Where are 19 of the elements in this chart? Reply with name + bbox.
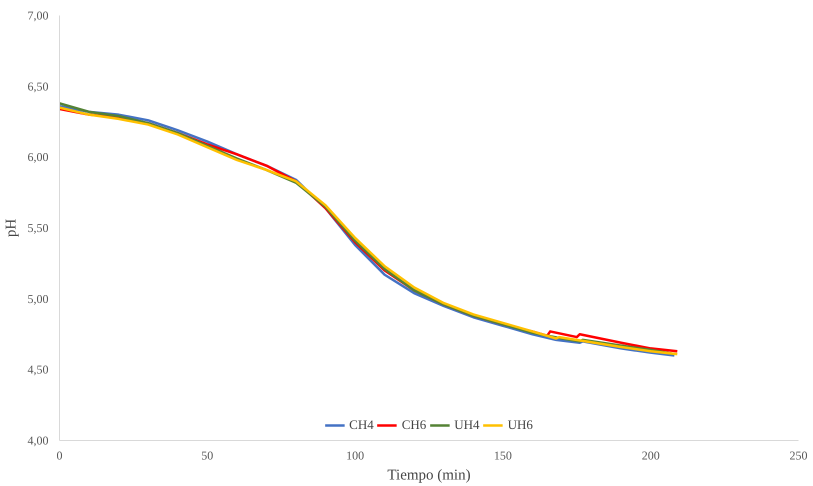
x-tick-label: 0 [56, 448, 62, 462]
y-tick-label: 6,00 [28, 150, 48, 164]
y-tick-label: 7,00 [28, 8, 48, 22]
legend-label: CH4 [349, 417, 374, 433]
y-tick-label: 4,50 [28, 362, 48, 377]
y-tick-label: 4,00 [28, 434, 48, 448]
x-tick-label: 50 [201, 448, 214, 462]
x-axis-title: Tiempo (min) [387, 468, 471, 484]
x-tick-label: 150 [494, 448, 512, 462]
y-tick-label: 5,50 [28, 221, 48, 235]
legend-label: UH6 [508, 417, 533, 433]
y-axis-title: pH [4, 218, 20, 238]
y-tick-label: 5,00 [28, 292, 48, 306]
legend-label: CH6 [402, 417, 426, 433]
x-tick-label: 100 [346, 448, 364, 462]
y-tick-label: 6,50 [28, 79, 48, 94]
x-tick-label: 200 [642, 448, 660, 462]
x-tick-label: 250 [790, 448, 808, 462]
legend-label: UH4 [454, 417, 480, 433]
